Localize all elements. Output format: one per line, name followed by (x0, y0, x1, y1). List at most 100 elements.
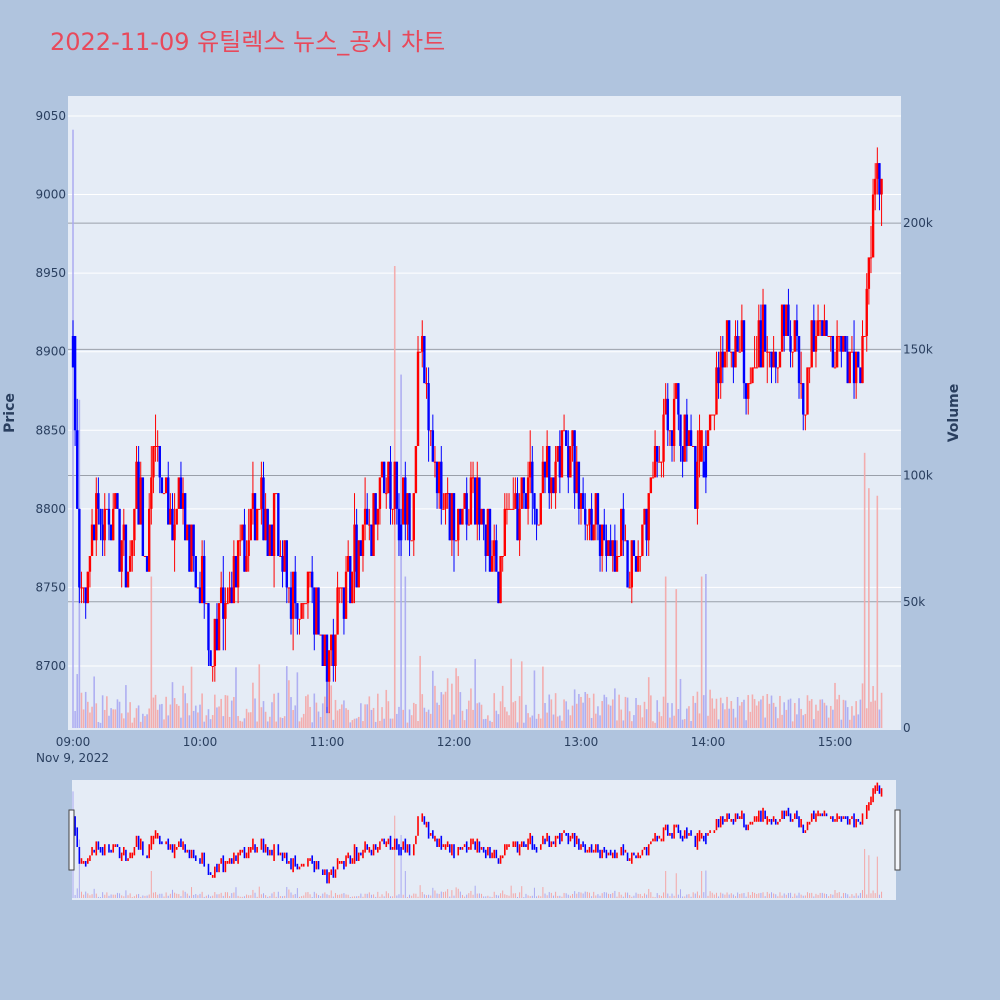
candle-body (524, 493, 528, 509)
volume-bar (620, 709, 623, 728)
volume-bar (715, 698, 718, 728)
volume-bar (817, 710, 819, 728)
candle-body (323, 634, 327, 666)
candle-body (666, 398, 669, 431)
candle-body (550, 477, 553, 494)
volume-bar (755, 705, 758, 728)
volume-bar (569, 715, 572, 728)
candle-body (167, 477, 170, 525)
candle-body (82, 587, 85, 589)
candle-body (797, 335, 801, 384)
volume-bar (779, 695, 781, 728)
range-slider[interactable] (72, 780, 896, 900)
volume-bar (681, 719, 684, 728)
candle-body (92, 524, 96, 541)
candle-body (852, 351, 856, 384)
candle-body (814, 335, 818, 352)
candle-body (577, 461, 581, 509)
range-slider-preview (72, 782, 883, 898)
candle-body (611, 540, 614, 556)
volume-bar (118, 701, 121, 728)
volume-bar (112, 709, 115, 728)
volume-bar (389, 718, 392, 728)
volume-bar (793, 703, 796, 728)
volume-bar (753, 699, 756, 728)
volume-tick-label: 0 (903, 721, 911, 735)
candle-body (366, 508, 369, 525)
candle-body (770, 351, 773, 368)
volume-bar (802, 715, 805, 728)
volume-bar (343, 700, 345, 728)
volume-bar (840, 719, 843, 728)
candle-body (270, 524, 274, 556)
candle-body (763, 304, 767, 352)
volume-bar (353, 718, 356, 728)
time-tick-label: 13:00 (564, 735, 599, 749)
candle-body (785, 304, 788, 336)
volume-bar (349, 722, 352, 728)
candle-body (236, 540, 240, 588)
volume-bar (700, 576, 703, 728)
candle-body (643, 508, 646, 525)
volume-bar (482, 719, 485, 728)
candle-body (372, 493, 375, 556)
volume-bar (722, 703, 724, 728)
volume-bar (245, 708, 248, 728)
volume-bar (508, 715, 510, 728)
candle-body (575, 461, 578, 494)
volume-bar (702, 695, 705, 728)
volume-bar (362, 721, 364, 728)
volume-bar (173, 698, 176, 728)
candle-body (97, 493, 100, 509)
volume-bar (590, 717, 593, 728)
volume-bar (671, 703, 673, 728)
volume-bar (76, 674, 79, 728)
price-tick-label: 9050 (35, 109, 66, 123)
candle-body (101, 524, 104, 541)
volume-bar (326, 706, 328, 728)
candle-body (251, 493, 255, 509)
volume-bar (258, 664, 261, 728)
volume-bar (123, 718, 125, 728)
volume-bar (726, 696, 728, 728)
candle-body (708, 414, 712, 431)
candle-body (529, 461, 532, 478)
candle-body (759, 320, 763, 368)
volume-bar (609, 705, 612, 728)
volume-bar (406, 722, 409, 728)
candle-body (148, 508, 151, 572)
range-slider-left-handle[interactable] (68, 809, 75, 871)
volume-bar (859, 699, 862, 728)
candle-body (501, 555, 504, 557)
volume-bar (425, 711, 428, 728)
volume-bar (165, 696, 167, 728)
candle-body (600, 524, 604, 556)
volume-bar (169, 704, 172, 728)
candle-body (865, 288, 868, 336)
volume-bar (810, 699, 813, 728)
volume-bar (664, 576, 667, 728)
volume-bar (440, 692, 443, 728)
volume-bar (391, 718, 394, 728)
candle-body (120, 540, 123, 572)
candle-body (835, 335, 839, 368)
candle-body (465, 493, 468, 525)
volume-bar (163, 719, 165, 728)
volume-bar (643, 701, 646, 728)
candle-body (109, 524, 113, 541)
volume-bar (408, 709, 411, 728)
price-tick-label: 9000 (35, 188, 66, 202)
candle-body (829, 335, 832, 337)
candle-body (198, 587, 202, 604)
range-slider-right-handle[interactable] (894, 809, 901, 871)
volume-bar (171, 682, 174, 728)
candle-body (535, 508, 538, 525)
volume-bar (770, 695, 773, 728)
volume-bar (457, 676, 460, 728)
candle-body (150, 477, 153, 509)
volume-bar (544, 703, 546, 728)
candle-body (639, 555, 642, 557)
volume-bar (777, 718, 779, 728)
candle-body (133, 508, 136, 541)
